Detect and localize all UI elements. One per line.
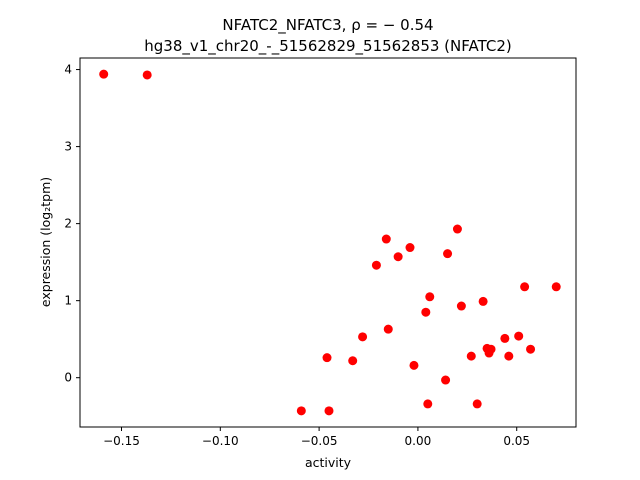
y-tick-label: 2	[64, 217, 72, 231]
x-tick-label: 0.00	[405, 434, 432, 448]
y-axis-label: expression (log₂tpm)	[38, 177, 53, 307]
chart-title-line-1: NFATC2_NFATC3, ρ = − 0.54	[222, 16, 433, 35]
data-point	[472, 399, 482, 409]
y-axis-ticks: 0 1 2 3 4	[64, 63, 80, 385]
y-tick-label: 4	[64, 63, 72, 77]
data-point	[478, 296, 488, 306]
data-point	[486, 344, 496, 354]
data-point	[409, 360, 419, 370]
data-point	[393, 252, 403, 262]
data-point	[324, 406, 334, 416]
data-point	[423, 399, 433, 409]
plot-area-frame	[79, 57, 577, 428]
data-point	[296, 406, 306, 416]
data-point	[526, 344, 536, 354]
data-point	[381, 234, 391, 244]
data-point	[441, 375, 451, 385]
data-point	[405, 243, 415, 253]
data-point	[514, 331, 524, 341]
y-tick-label: 3	[64, 140, 72, 154]
data-point	[466, 351, 476, 361]
chart-title-line-2: hg38_v1_chr20_-_51562829_51562853 (NFATC…	[144, 37, 512, 56]
data-point	[425, 292, 435, 302]
data-point	[142, 70, 152, 80]
data-point	[421, 307, 431, 317]
data-point	[371, 260, 381, 270]
data-point	[452, 224, 462, 234]
x-tick-label: −0.05	[301, 434, 338, 448]
y-tick-label: 1	[64, 294, 72, 308]
x-axis-label: activity	[305, 455, 352, 470]
x-tick-label: 0.05	[503, 434, 530, 448]
data-point	[504, 351, 514, 361]
x-tick-label: −0.15	[103, 434, 140, 448]
data-point	[348, 356, 358, 366]
data-point	[383, 324, 393, 334]
data-point	[322, 353, 332, 363]
y-tick-label: 0	[64, 371, 72, 385]
x-tick-label: −0.10	[202, 434, 239, 448]
data-point	[520, 282, 530, 292]
data-point	[99, 69, 109, 79]
data-point	[500, 333, 510, 343]
data-point	[358, 332, 368, 342]
data-point	[456, 301, 466, 311]
data-point	[443, 249, 453, 259]
data-point	[551, 282, 561, 292]
data-points	[99, 69, 561, 416]
x-axis-ticks: −0.15 −0.10 −0.05 0.00 0.05	[103, 427, 530, 448]
